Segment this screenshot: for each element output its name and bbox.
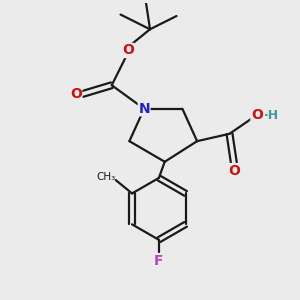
Text: O: O: [228, 164, 240, 178]
Text: CH₃: CH₃: [96, 172, 115, 182]
Text: N: N: [138, 102, 150, 116]
Text: O: O: [251, 108, 263, 122]
Text: ·H: ·H: [264, 109, 279, 122]
Text: O: O: [122, 44, 134, 58]
Text: F: F: [154, 254, 164, 268]
Text: O: O: [70, 87, 82, 101]
